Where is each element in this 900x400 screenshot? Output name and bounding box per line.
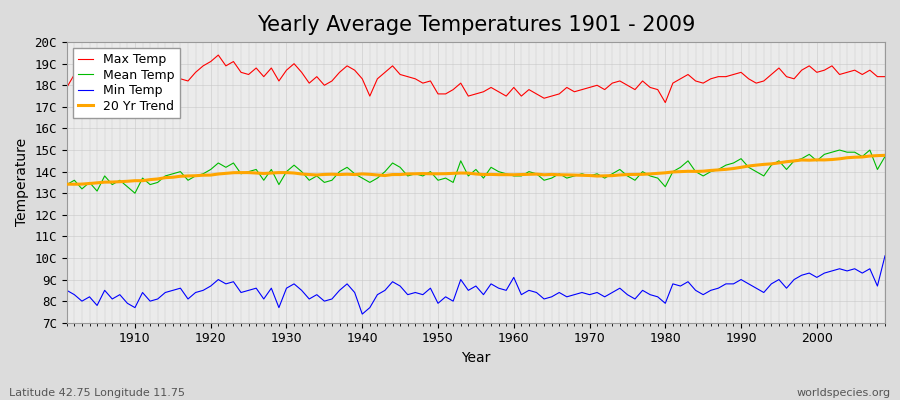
Mean Temp (342, 165, 353, 170)
Max Temp (61, 85, 72, 90)
Line: Mean Temp: Mean Temp (67, 150, 885, 193)
Max Temp (508, 85, 519, 90)
20 Yr Trend (69, 182, 80, 187)
Line: Min Temp: Min Temp (67, 256, 885, 314)
Min Temp (356, 312, 367, 316)
Mean Temp (61, 182, 72, 187)
Legend: Max Temp, Mean Temp, Min Temp, 20 Yr Trend: Max Temp, Mean Temp, Min Temp, 20 Yr Tre… (73, 48, 179, 118)
Min Temp (334, 288, 345, 293)
Max Temp (607, 81, 617, 86)
Mean Temp (834, 148, 845, 152)
Max Temp (342, 64, 353, 68)
20 Yr Trend (607, 173, 617, 178)
Min Temp (122, 301, 133, 306)
Max Temp (879, 74, 890, 79)
Min Temp (607, 290, 617, 295)
Max Temp (660, 100, 670, 105)
Line: Max Temp: Max Temp (67, 55, 885, 102)
Max Temp (516, 94, 526, 98)
Max Temp (122, 76, 133, 81)
20 Yr Trend (296, 172, 307, 176)
Mean Temp (508, 174, 519, 178)
Min Temp (879, 254, 890, 258)
Mean Temp (879, 154, 890, 159)
Mean Temp (607, 171, 617, 176)
Y-axis label: Temperature: Temperature (15, 138, 29, 226)
Mean Temp (122, 184, 133, 189)
Line: 20 Yr Trend: 20 Yr Trend (67, 155, 885, 184)
20 Yr Trend (61, 182, 72, 186)
Min Temp (289, 282, 300, 286)
Min Temp (516, 292, 526, 297)
Max Temp (296, 70, 307, 75)
20 Yr Trend (508, 172, 519, 177)
X-axis label: Year: Year (461, 351, 491, 365)
Mean Temp (296, 169, 307, 174)
20 Yr Trend (130, 178, 140, 183)
Min Temp (61, 288, 72, 293)
Min Temp (508, 275, 519, 280)
Text: worldspecies.org: worldspecies.org (796, 388, 891, 398)
20 Yr Trend (879, 153, 890, 158)
Title: Yearly Average Temperatures 1901 - 2009: Yearly Average Temperatures 1901 - 2009 (256, 15, 695, 35)
Text: Latitude 42.75 Longitude 11.75: Latitude 42.75 Longitude 11.75 (9, 388, 185, 398)
20 Yr Trend (516, 172, 526, 177)
Mean Temp (516, 174, 526, 178)
Mean Temp (130, 191, 140, 196)
20 Yr Trend (342, 172, 353, 177)
Max Temp (213, 53, 224, 58)
